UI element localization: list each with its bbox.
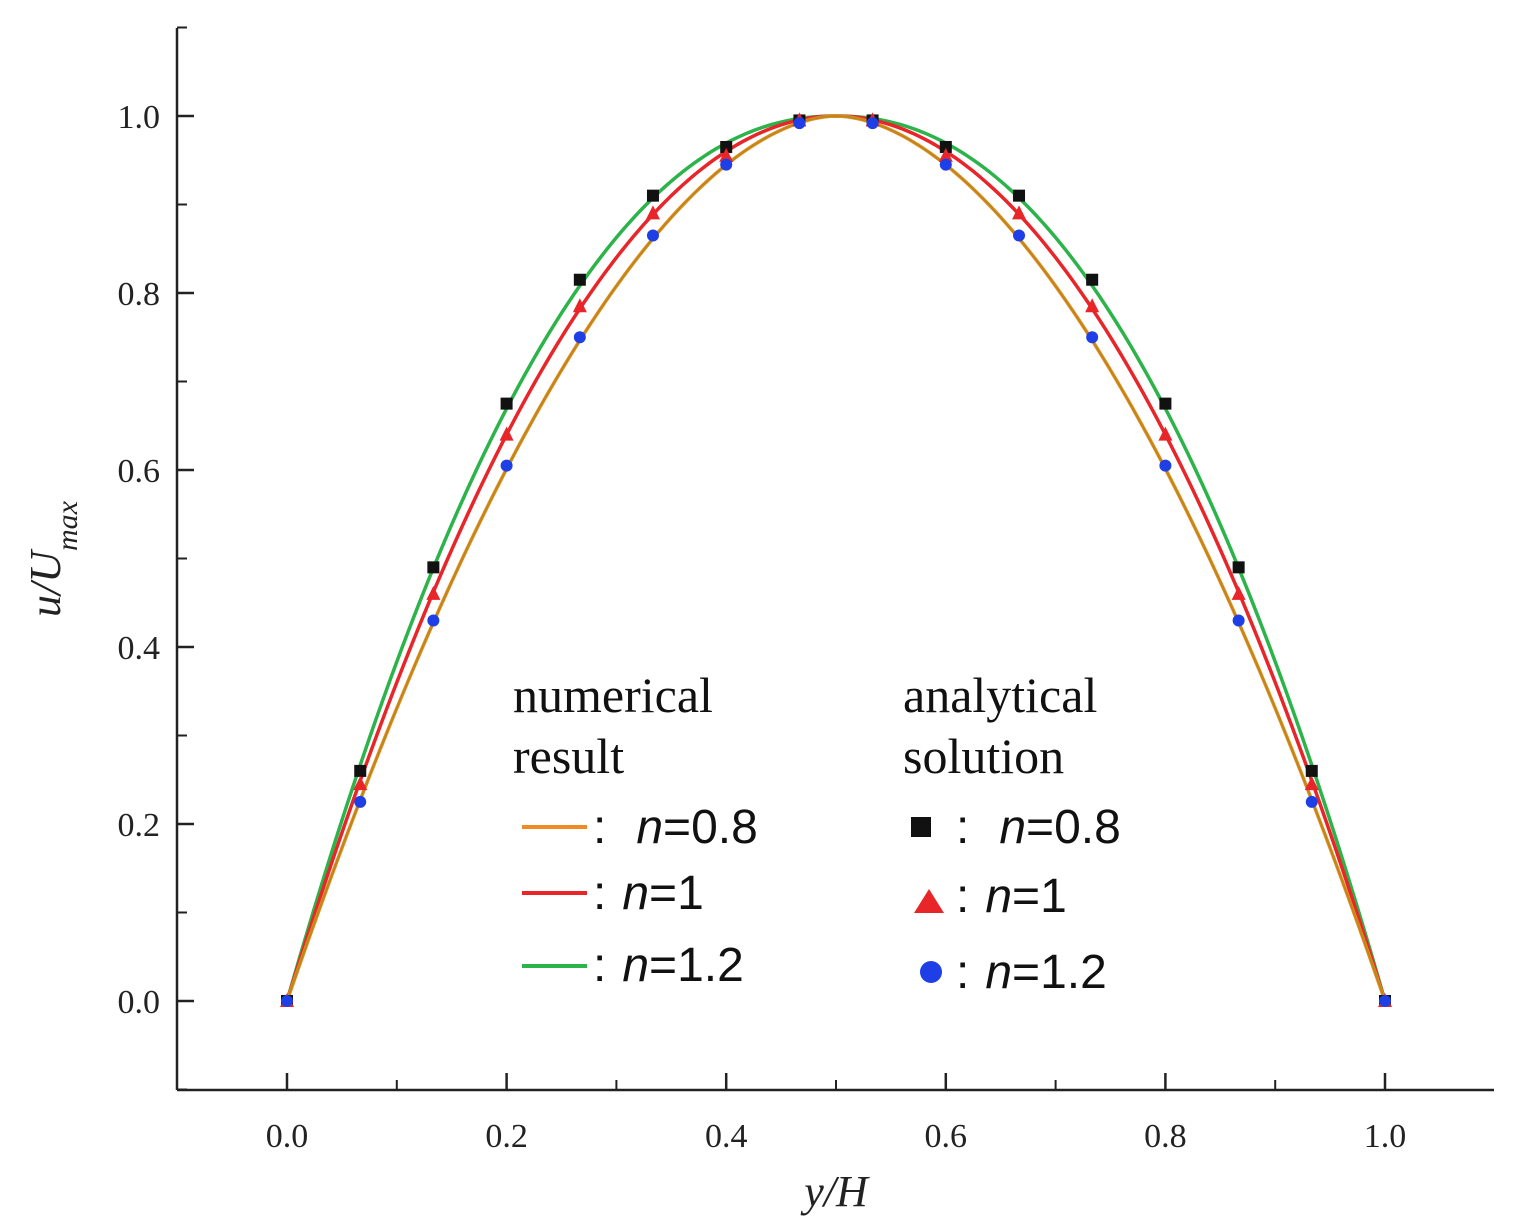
legend-marker-circle-n1.2 <box>920 961 942 983</box>
legend-analytical-heading-2: solution <box>903 728 1064 784</box>
marker-square-n0.8 <box>646 189 659 202</box>
y-tick-label: 0.0 <box>118 984 161 1021</box>
y-tick-label: 0.4 <box>118 630 161 667</box>
marker-square-n0.8 <box>939 140 952 153</box>
marker-circle-n1.2 <box>720 158 733 171</box>
marker-circle-n1.2 <box>1379 995 1391 1007</box>
curve-n0.8-overlay <box>286 114 1386 1002</box>
x-tick-label: 0.0 <box>266 1118 309 1155</box>
marker-square-n0.8 <box>1232 561 1245 574</box>
legend-numerical-heading-2: result <box>513 728 624 784</box>
curves <box>285 114 1387 1002</box>
marker-circle-n1.2 <box>793 117 806 130</box>
legend-marker-square-n0.8 <box>911 817 931 837</box>
marker-square-n0.8 <box>573 273 586 286</box>
y-axis-title-main: u/U <box>21 548 70 617</box>
marker-triangle-n1 <box>719 147 734 162</box>
marker-circle-n1.2 <box>939 158 952 171</box>
marker-triangle-n1 <box>1085 298 1100 313</box>
curve-n1.2 <box>285 114 1387 1002</box>
x-tick-label: 1.0 <box>1364 1118 1407 1155</box>
legend-marker-triangle-n1 <box>914 889 944 913</box>
x-tick-label: 0.8 <box>1144 1118 1187 1155</box>
marker-circle-n1.2 <box>281 995 293 1007</box>
y-axis-title-sub: max <box>51 500 84 551</box>
legend-entry-analytical-n0.8: : n=0.8 <box>956 801 1121 854</box>
marker-circle-n1.2 <box>1013 229 1026 242</box>
curve-n1 <box>285 114 1387 1002</box>
ticks: 0.0 0.2 0.4 0.6 0.8 1.0 0.0 0.2 0.4 0.6 0.8 1.0 <box>118 26 1407 1155</box>
marker-circle-n1.2 <box>500 459 513 472</box>
legend-numerical-heading-1: numerical <box>513 667 713 723</box>
marker-circle-n1.2 <box>1305 795 1318 808</box>
marker-triangle-n1 <box>1304 776 1319 791</box>
legend-entry-analytical-n1: : n=1 <box>956 870 1067 923</box>
legend-analytical-heading-1: analytical <box>903 667 1097 723</box>
y-tick-label: 0.6 <box>118 453 161 490</box>
marker-square-n0.8 <box>500 397 513 410</box>
legend: numerical result analytical solution : n=… <box>513 667 1121 999</box>
marker-triangle-n1 <box>1158 426 1173 441</box>
y-axis-title: u/Umax <box>21 500 84 617</box>
marker-square-n0.8 <box>1159 397 1172 410</box>
curve-n0.8 <box>285 114 1387 1002</box>
marker-triangle-n1 <box>1012 205 1027 220</box>
axes <box>175 28 1494 1092</box>
y-tick-label: 0.8 <box>118 276 161 313</box>
marker-square-n0.8 <box>427 561 440 574</box>
legend-entry-numerical-n0.8: : n=0.8 <box>593 801 758 854</box>
legend-entry-numerical-n1.2: : n=1.2 <box>593 939 744 992</box>
marker-square-n0.8 <box>354 764 367 777</box>
marker-circle-n1.2 <box>427 614 440 627</box>
x-axis-title: y/H <box>800 1167 870 1216</box>
x-tick-label: 0.2 <box>485 1118 528 1155</box>
marker-circle-n1.2 <box>354 795 367 808</box>
x-tick-label: 0.4 <box>705 1118 748 1155</box>
marker-triangle-n1 <box>499 426 514 441</box>
y-tick-label: 1.0 <box>118 99 161 136</box>
marker-circle-n1.2 <box>1086 331 1099 344</box>
marker-circle-n1.2 <box>1232 614 1245 627</box>
marker-square-n0.8 <box>1013 189 1026 202</box>
marker-circle-n1.2 <box>866 117 879 130</box>
marker-triangle-n1 <box>353 776 368 791</box>
marker-circle-n1.2 <box>1159 459 1172 472</box>
marker-square-n0.8 <box>720 140 733 153</box>
marker-triangle-n1 <box>938 147 953 162</box>
marker-triangle-n1 <box>572 298 587 313</box>
legend-entry-analytical-n1.2: : n=1.2 <box>956 946 1107 999</box>
markers <box>280 112 1392 1007</box>
marker-triangle-n1 <box>1231 585 1246 600</box>
x-tick-label: 0.6 <box>925 1118 968 1155</box>
marker-circle-n1.2 <box>573 331 586 344</box>
marker-square-n0.8 <box>1305 764 1318 777</box>
marker-triangle-n1 <box>645 205 660 220</box>
legend-entry-numerical-n1: : n=1 <box>593 867 704 920</box>
marker-square-n0.8 <box>1086 273 1099 286</box>
marker-circle-n1.2 <box>646 229 659 242</box>
marker-triangle-n1 <box>426 585 441 600</box>
y-tick-label: 0.2 <box>118 807 161 844</box>
